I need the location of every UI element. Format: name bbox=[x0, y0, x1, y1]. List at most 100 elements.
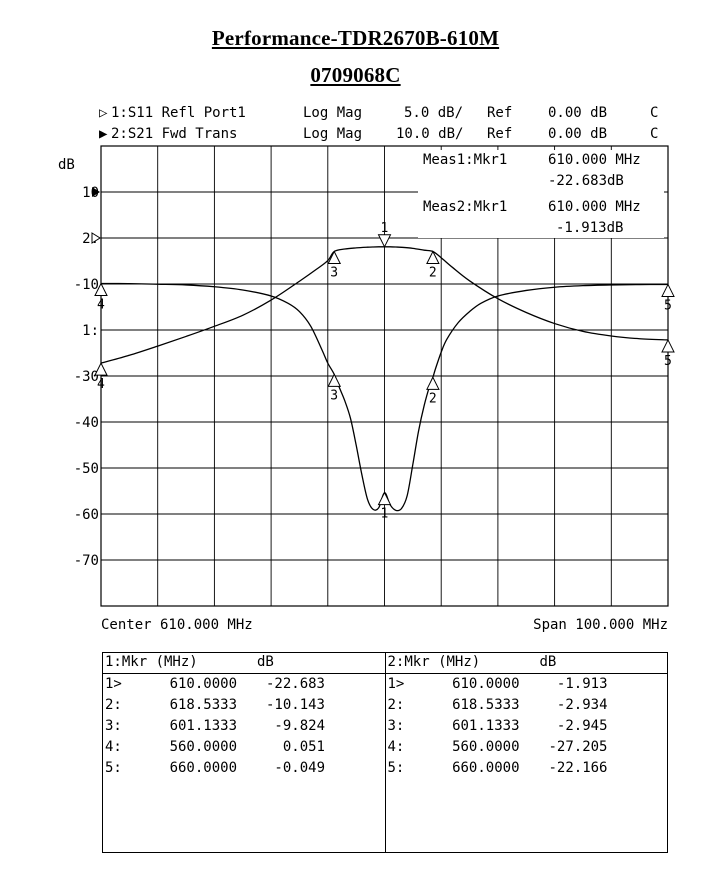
table-row: 5: 660.0000 -0.049 bbox=[103, 758, 385, 779]
meas2-label: Meas2:Mkr1 bbox=[423, 199, 507, 215]
y-tick-label: -40 bbox=[74, 415, 99, 431]
marker-column-header: 1:Mkr (MHz) bbox=[105, 654, 198, 670]
marker-index: 1> bbox=[105, 676, 122, 692]
marker-s21-2: 2 bbox=[426, 250, 440, 280]
marker-frequency: 610.0000 bbox=[452, 676, 520, 692]
trace2-scale: 10.0 dB/ bbox=[396, 126, 463, 142]
y-axis-label: dB bbox=[58, 157, 75, 173]
chart-title: Performance-TDR2670B-610M bbox=[211, 26, 500, 50]
marker-label: 4 bbox=[97, 298, 105, 313]
marker-frequency: 660.0000 bbox=[169, 760, 237, 776]
marker-s21-3: 3 bbox=[327, 250, 342, 281]
marker-label: 1 bbox=[381, 507, 389, 522]
marker-triangle-icon bbox=[426, 250, 440, 264]
table-row: 3: 601.1333 -9.824 bbox=[103, 716, 385, 737]
marker-index: 4: bbox=[387, 739, 405, 755]
marker-triangle-icon bbox=[661, 338, 675, 353]
marker-label: 5 bbox=[664, 354, 672, 369]
marker-index: 2: bbox=[105, 697, 122, 713]
marker-table-trace1: 1:Mkr (MHz) dB 1> 610.0000 -22.683 2: 618.5… bbox=[103, 653, 385, 852]
marker-db: -1.913 bbox=[556, 676, 608, 692]
table-row: 1> 610.0000 -22.683 bbox=[103, 674, 385, 695]
marker-triangle-icon bbox=[94, 282, 108, 297]
marker-label: 2 bbox=[429, 265, 437, 280]
network-analyzer-plot: ▷ 1:S11 Refl Port1 Log Mag 5.0 dB/ Ref 0… bbox=[58, 105, 675, 633]
marker-db: -9.824 bbox=[274, 718, 325, 734]
marker-frequency: 560.0000 bbox=[169, 739, 237, 755]
marker-s11-3: 3 bbox=[327, 373, 342, 403]
marker-db: -10.143 bbox=[265, 697, 325, 713]
marker-db: -2.934 bbox=[556, 697, 608, 713]
y-tick-labels: 102:-101:-30-40-50-60-70 bbox=[74, 185, 125, 569]
trace2-label: 2:S21 Fwd Trans bbox=[111, 126, 237, 142]
marker-table-header: 2:Mkr (MHz) dB bbox=[385, 653, 667, 674]
meas2-value: -1.913dB bbox=[556, 220, 623, 236]
marker-s11-2: 2 bbox=[426, 376, 440, 406]
y-tick-label: -30 bbox=[74, 369, 99, 385]
y-tick-label: -10 bbox=[74, 277, 99, 293]
trace1-label: 1:S11 Refl Port1 bbox=[111, 105, 246, 121]
marker-index: 3: bbox=[387, 718, 405, 734]
trace2-ref-label: Ref bbox=[487, 126, 512, 142]
y-tick-label: -50 bbox=[74, 461, 99, 477]
table-row: 1> 610.0000 -1.913 bbox=[386, 674, 668, 695]
marker-table-trace2: 2:Mkr (MHz) dB 1> 610.0000 -1.913 2: 618.53… bbox=[384, 653, 668, 852]
trace2-indicator: ▶ bbox=[99, 126, 108, 142]
marker-db: -22.166 bbox=[548, 760, 608, 776]
trace-header: ▷ 1:S11 Refl Port1 Log Mag 5.0 dB/ Ref 0… bbox=[99, 105, 658, 142]
marker-label: 3 bbox=[330, 388, 338, 403]
measurement-readout: Meas1:Mkr1 610.000 MHz -22.683dB Meas2:M… bbox=[418, 150, 664, 238]
marker-s11-1: 1 bbox=[377, 491, 392, 522]
trace1-scale: 5.0 dB/ bbox=[404, 105, 463, 121]
marker-label: 4 bbox=[97, 377, 105, 392]
marker-s21-4: 4 bbox=[94, 362, 108, 392]
marker-db: -22.683 bbox=[265, 676, 325, 692]
marker-label: 1 bbox=[381, 221, 389, 236]
ref-pointer-trace1-icon bbox=[91, 232, 101, 244]
marker-frequency: 601.1333 bbox=[452, 718, 520, 734]
table-row: 4: 560.0000 -27.205 bbox=[386, 737, 668, 758]
marker-s21-1: 1 bbox=[377, 221, 392, 248]
marker-frequency: 618.5333 bbox=[169, 697, 237, 713]
table-row: 3: 601.1333 -2.945 bbox=[386, 716, 668, 737]
marker-index: 4: bbox=[105, 739, 122, 755]
marker-db: -27.205 bbox=[548, 739, 608, 755]
trace1-indicator: ▷ bbox=[99, 105, 108, 121]
meas1-value: -22.683dB bbox=[548, 173, 624, 189]
marker-tables: 1:Mkr (MHz) dB 1> 610.0000 -22.683 2: 618.5… bbox=[102, 652, 668, 853]
span-frequency: Span 100.000 MHz bbox=[533, 617, 668, 633]
trace2-format: Log Mag bbox=[303, 126, 362, 142]
table-row: 5: 660.0000 -22.166 bbox=[386, 758, 668, 779]
center-frequency: Center 610.000 MHz bbox=[101, 617, 253, 633]
marker-table-header: 1:Mkr (MHz) dB bbox=[103, 653, 385, 674]
marker-index: 5: bbox=[105, 760, 122, 776]
db-column-header: dB bbox=[257, 654, 274, 670]
marker-column-header: 2:Mkr (MHz) bbox=[387, 654, 481, 670]
serial-number: 0709068C bbox=[310, 63, 401, 87]
marker-frequency: 560.0000 bbox=[452, 739, 520, 755]
y-tick-label: 1: bbox=[82, 323, 99, 339]
meas1-freq: 610.000 MHz bbox=[548, 152, 641, 168]
marker-frequency: 610.0000 bbox=[169, 676, 237, 692]
marker-label: 2 bbox=[429, 391, 437, 406]
marker-triangle-icon bbox=[377, 234, 392, 248]
marker-index: 3: bbox=[105, 718, 122, 734]
trace1-format: Log Mag bbox=[303, 105, 362, 121]
marker-label: 3 bbox=[330, 266, 338, 281]
meas1-label: Meas1:Mkr1 bbox=[423, 152, 507, 168]
table-row: 2: 618.5333 -2.934 bbox=[386, 695, 668, 716]
marker-db: 0.051 bbox=[282, 739, 325, 755]
trace2-flag: C bbox=[650, 126, 658, 142]
marker-index: 1> bbox=[387, 676, 405, 692]
marker-triangle-icon bbox=[327, 373, 342, 387]
marker-s11-5: 5 bbox=[661, 283, 675, 313]
marker-s11-4: 4 bbox=[94, 282, 108, 313]
trace1-ref-label: Ref bbox=[487, 105, 512, 121]
marker-frequency: 660.0000 bbox=[452, 760, 520, 776]
marker-frequency: 618.5333 bbox=[452, 697, 520, 713]
marker-frequency: 601.1333 bbox=[169, 718, 237, 734]
trace1-ref: 0.00 dB bbox=[548, 105, 607, 121]
marker-label: 5 bbox=[664, 298, 672, 313]
ref-pointer-trace2-icon bbox=[92, 187, 100, 197]
marker-db: -0.049 bbox=[274, 760, 325, 776]
